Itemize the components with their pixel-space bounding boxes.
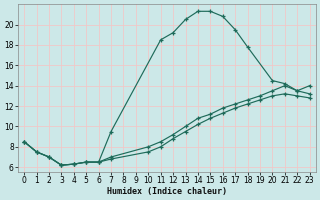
- X-axis label: Humidex (Indice chaleur): Humidex (Indice chaleur): [107, 187, 227, 196]
